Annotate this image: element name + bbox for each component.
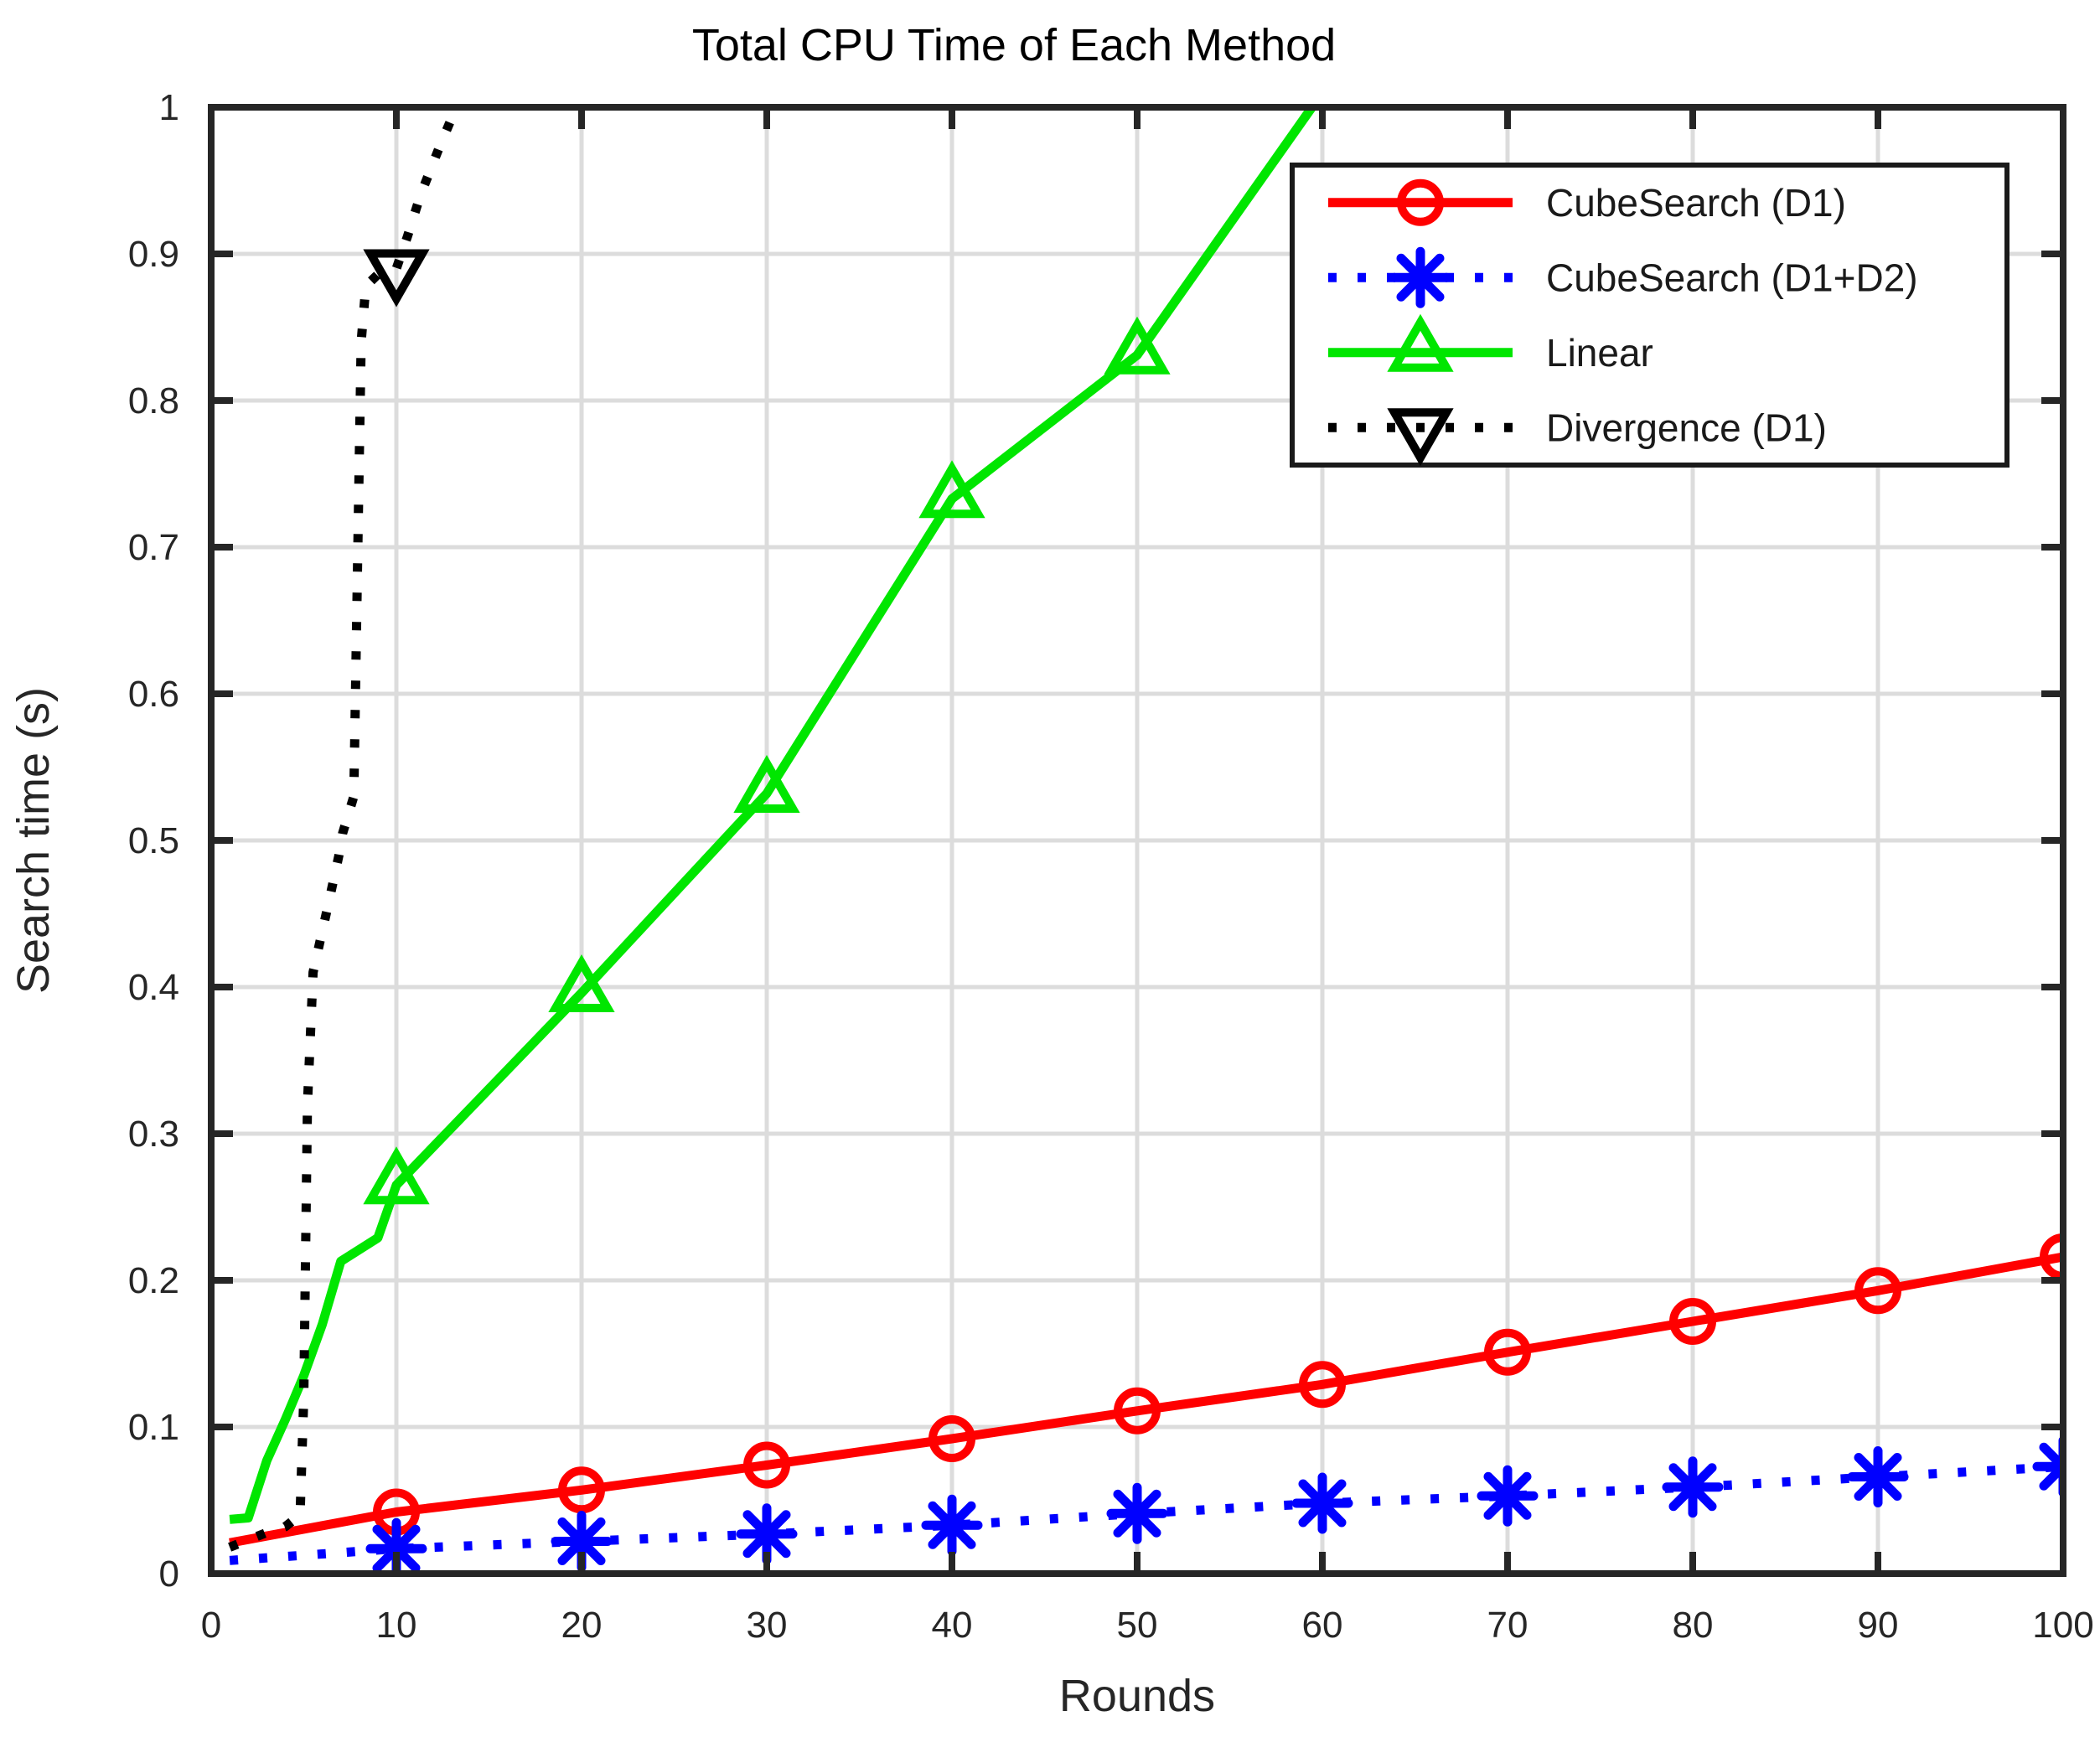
- y-tick-label: 0.9: [128, 234, 179, 275]
- triangle-up-marker: [363, 1146, 430, 1205]
- legend-entry: CubeSearch (D1): [1328, 178, 1846, 226]
- y-tick-label: 0.7: [128, 527, 179, 568]
- y-axis-label: Search time (s): [8, 687, 59, 994]
- y-tick-label: 0.8: [128, 380, 179, 421]
- x-tick-label: 70: [1487, 1605, 1528, 1646]
- triangle-down-marker: [1387, 408, 1454, 467]
- circle-marker: [1114, 1387, 1161, 1435]
- circle-marker: [1484, 1328, 1531, 1376]
- y-tick-label: 0: [159, 1553, 179, 1595]
- x-axis-label: Rounds: [1059, 1671, 1215, 1721]
- x-tick-label: 30: [747, 1605, 788, 1646]
- circle-marker: [1397, 178, 1444, 226]
- y-tick-label: 0.6: [128, 674, 179, 715]
- y-tick-label: 0.4: [128, 967, 179, 1008]
- asterisk-marker: [1662, 1456, 1724, 1518]
- legend: CubeSearch (D1) CubeSearch (D1+D2) Linear D…: [1290, 163, 2009, 468]
- legend-label: CubeSearch (D1+D2): [1546, 256, 1918, 299]
- x-tick-label: 40: [932, 1605, 973, 1646]
- asterisk-marker: [1477, 1465, 1539, 1527]
- triangle-up-marker: [548, 954, 615, 1012]
- legend-label: Divergence (D1): [1546, 406, 1827, 449]
- axes-layer: 0 10 20 30 40 50 60 70 80 90 100 0 0.1 0.2 0.3 0.4 0.5 0.…: [128, 87, 2094, 1646]
- circle-marker: [1669, 1298, 1716, 1345]
- y-tick-label: 1: [159, 87, 179, 128]
- legend-entry: Linear: [1328, 313, 1653, 375]
- circle-marker: [558, 1466, 605, 1514]
- asterisk-marker: [1291, 1472, 1353, 1534]
- x-tick-label: 0: [201, 1605, 221, 1646]
- triangle-up-marker: [733, 754, 800, 813]
- legend-label: Linear: [1546, 331, 1653, 375]
- y-tick-label: 0.5: [128, 820, 179, 861]
- legend-entry: Divergence (D1): [1328, 406, 1827, 467]
- asterisk-marker: [1389, 246, 1451, 308]
- legend-label: CubeSearch (D1): [1546, 181, 1846, 225]
- x-tick-label: 50: [1117, 1605, 1158, 1646]
- circle-marker: [1299, 1361, 1346, 1409]
- y-tick-label: 0.3: [128, 1114, 179, 1155]
- chart-title: Total CPU Time of Each Method: [692, 20, 1336, 70]
- legend-entry: CubeSearch (D1+D2): [1328, 246, 1918, 308]
- x-tick-label: 20: [561, 1605, 603, 1646]
- circle-marker: [743, 1441, 790, 1489]
- x-tick-label: 90: [1858, 1605, 1899, 1646]
- series-line-linear: [229, 107, 1318, 1524]
- circle-marker: [1854, 1267, 1901, 1315]
- x-tick-label: 80: [1673, 1605, 1714, 1646]
- x-tick-label: 60: [1302, 1605, 1343, 1646]
- series-line-divergence-d1-: [228, 107, 462, 1552]
- y-tick-label: 0.1: [128, 1407, 179, 1448]
- series-layer: [228, 107, 2063, 1565]
- asterisk-marker: [1847, 1446, 1909, 1507]
- series-line-cubesearch-d1-d2-: [229, 1461, 2063, 1565]
- x-tick-label: 100: [2032, 1605, 2093, 1646]
- triangle-up-marker: [1387, 313, 1454, 372]
- circle-marker: [2040, 1233, 2063, 1280]
- x-tick-label: 10: [376, 1605, 417, 1646]
- triangle-down-marker: [363, 249, 430, 308]
- triangle-up-marker: [918, 460, 985, 519]
- asterisk-marker: [921, 1494, 983, 1556]
- triangle-up-marker: [1104, 316, 1171, 375]
- y-tick-label: 0.2: [128, 1260, 179, 1301]
- circle-marker: [928, 1415, 975, 1462]
- series-line-cubesearch-d1-: [229, 1252, 2063, 1548]
- asterisk-marker: [1106, 1482, 1168, 1544]
- asterisk-marker: [736, 1503, 798, 1565]
- asterisk-marker: [2032, 1435, 2063, 1497]
